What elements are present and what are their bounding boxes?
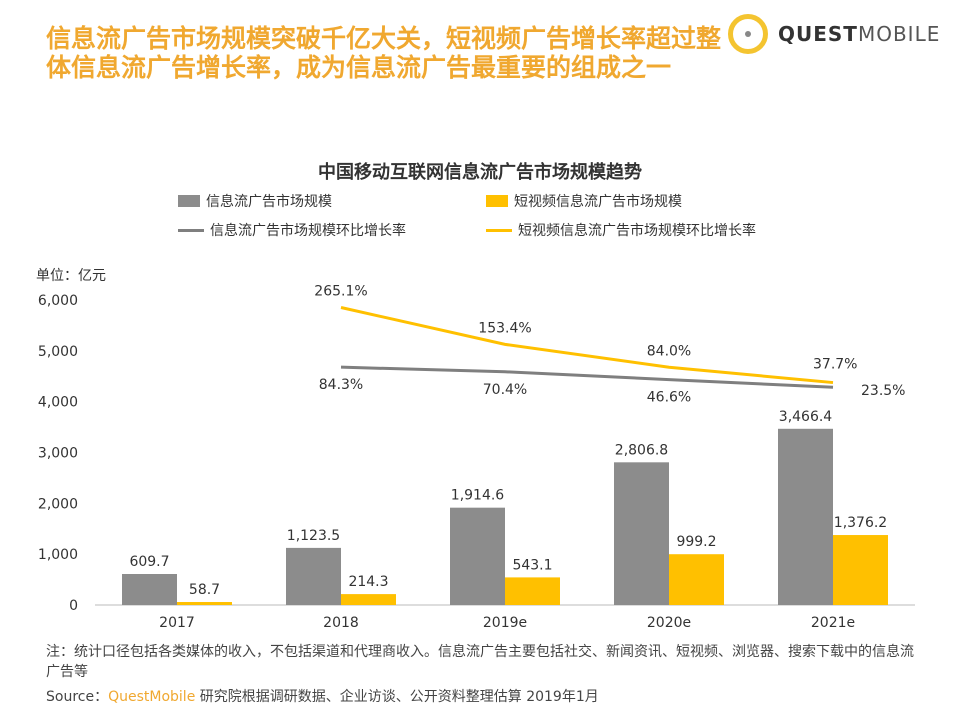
x-tick-label: 2019e [483, 615, 527, 631]
bar-feed [286, 547, 341, 605]
y-tick-label: 3,000 [38, 446, 78, 462]
bar-feed [778, 428, 833, 605]
y-tick-label: 5,000 [38, 344, 78, 360]
legend-yellow-line: 短视频信息流广告市场规模环比增长率 [486, 220, 756, 240]
growth-rate-label: 153.4% [478, 320, 531, 336]
bar-value-label: 58.7 [189, 582, 220, 598]
growth-line-feed [340, 365, 834, 389]
questmobile-logo: QUESTMOBILE [728, 14, 940, 54]
legend-gray-bar: 信息流广告市场规模 [178, 191, 332, 211]
y-tick-label: 6,000 [38, 293, 78, 309]
bar-value-label: 214.3 [348, 574, 388, 590]
bar-value-label: 1,376.2 [834, 515, 887, 531]
growth-rate-label: 84.3% [319, 377, 363, 393]
bar-value-label: 1,914.6 [451, 488, 505, 504]
growth-rate-label: 265.1% [314, 284, 367, 300]
unit-label: 单位：亿元 [36, 268, 106, 284]
bar-feed [122, 574, 177, 605]
bar-short-video [669, 554, 724, 605]
headline: 信息流广告市场规模突破千亿大关，短视频广告增长率超过整体信息流广告增长率，成为信… [46, 24, 722, 82]
bar-value-label: 543.1 [512, 557, 552, 573]
bar-value-label: 3,466.4 [779, 409, 833, 425]
bar-value-label: 609.7 [129, 554, 169, 570]
growth-rate-label: 46.6% [647, 390, 691, 406]
y-tick-label: 4,000 [38, 395, 78, 411]
footnote: 注：统计口径包括各类媒体的收入，不包括渠道和代理商收入。信息流广告主要包括社交、… [46, 644, 914, 680]
growth-rate-label: 23.5% [861, 383, 905, 399]
bar-value-label: 2,806.8 [615, 442, 668, 458]
legend-gray-line: 信息流广告市场规模环比增长率 [178, 220, 406, 240]
bar-value-label: 999.2 [676, 534, 716, 550]
bar-short-video [177, 602, 232, 605]
y-tick-label: 2,000 [38, 496, 78, 512]
bar-short-video [833, 535, 888, 605]
source-line: Source：QuestMobile 研究院根据调研数据、企业访谈、公开资料整理… [46, 689, 599, 705]
x-tick-label: 2018 [323, 615, 359, 631]
bar-short-video [341, 594, 396, 605]
bar-feed [614, 462, 669, 605]
growth-rate-label: 70.4% [483, 382, 527, 398]
chart-title: 中国移动互联网信息流广告市场规模趋势 [318, 162, 642, 183]
x-tick-label: 2021e [811, 615, 855, 631]
x-tick-label: 2017 [159, 615, 195, 631]
bar-feed [450, 507, 505, 605]
growth-rate-label: 37.7% [813, 357, 857, 373]
growth-line-short-video [340, 306, 834, 385]
bar-value-label: 1,123.5 [287, 528, 340, 544]
y-tick-label: 1,000 [38, 547, 78, 563]
logo-icon [728, 14, 768, 54]
y-tick-label: 0 [69, 598, 78, 614]
growth-rate-label: 84.0% [647, 343, 691, 359]
x-tick-label: 2020e [647, 615, 691, 631]
bar-short-video [505, 577, 560, 605]
legend-yellow-bar: 短视频信息流广告市场规模 [486, 191, 682, 211]
